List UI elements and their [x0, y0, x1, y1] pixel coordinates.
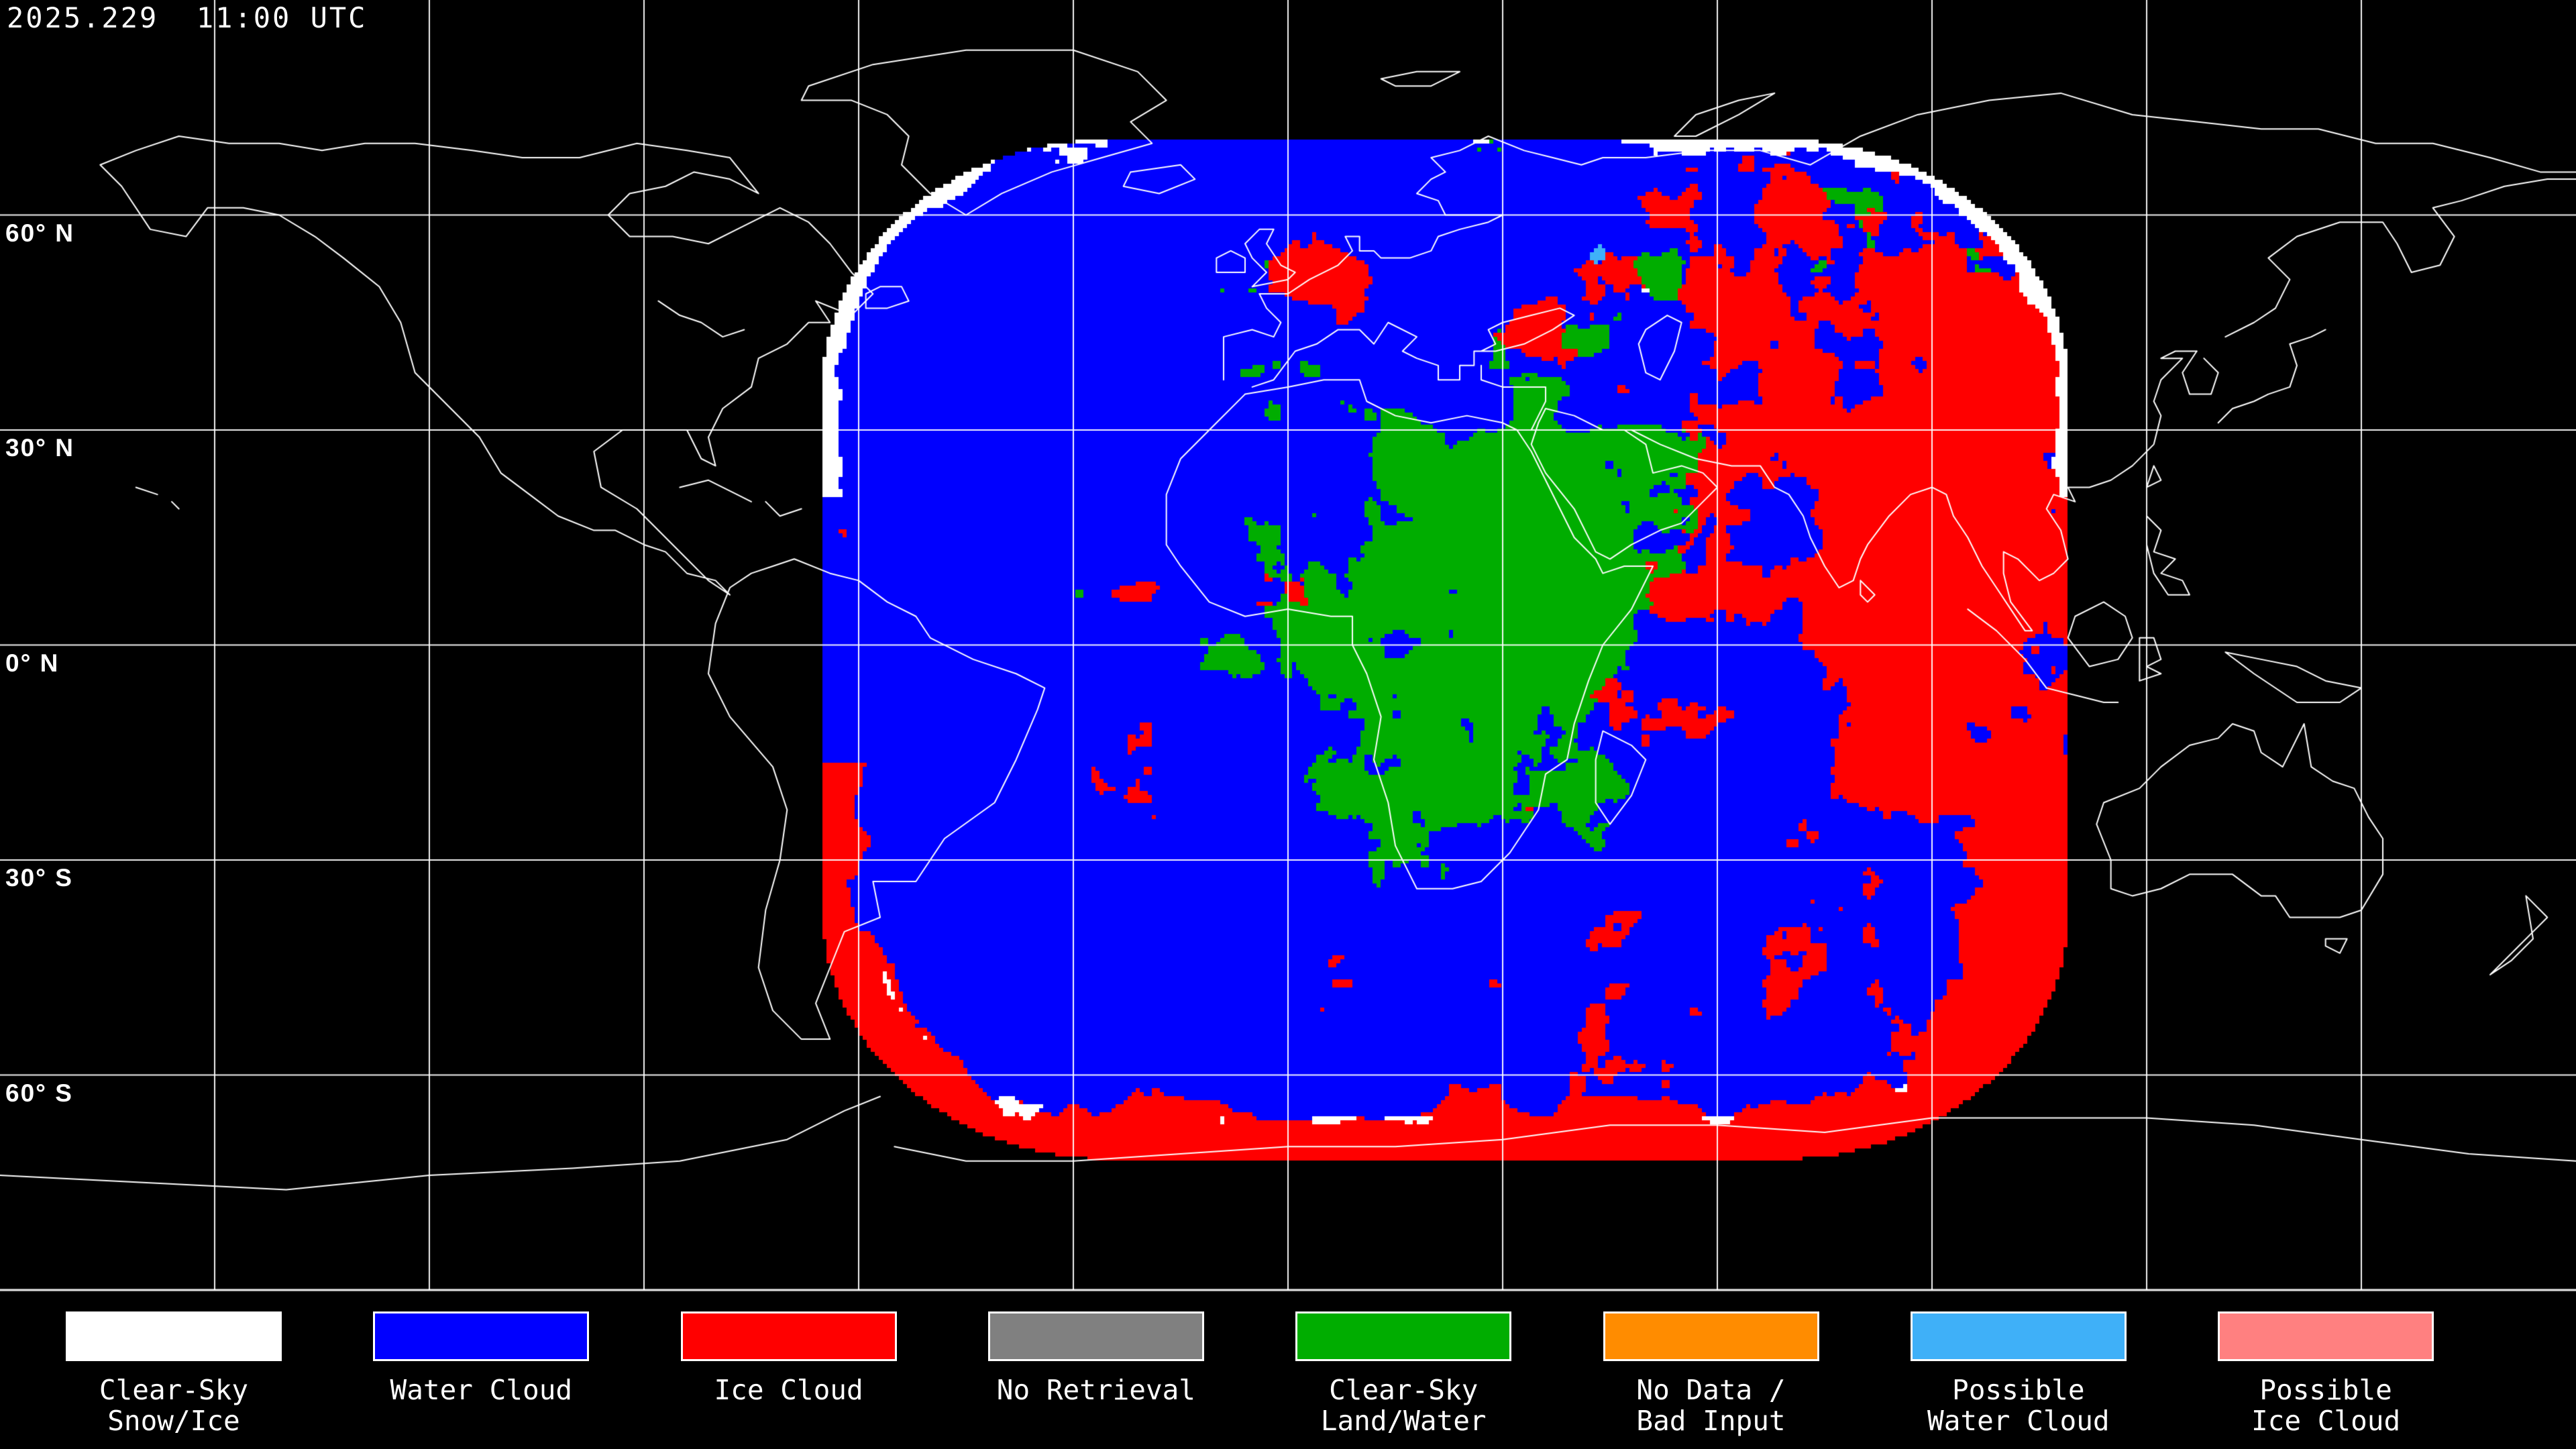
legend-label: Possible: [1952, 1374, 2085, 1406]
legend-label: No Retrieval: [996, 1374, 1195, 1406]
legend-swatch-possible-ice-cloud: [2218, 1311, 2434, 1361]
legend-label: Water Cloud: [1927, 1405, 2110, 1437]
legend-item-no-retrieval: No Retrieval: [952, 1311, 1240, 1436]
legend-item-clear-sky-snow-ice: Clear-Sky Snow/Ice: [30, 1311, 318, 1436]
legend-item-possible-ice-cloud: Possible Ice Cloud: [2182, 1311, 2470, 1436]
legend-label: Snow/Ice: [107, 1405, 240, 1437]
legend-label: Clear-Sky: [99, 1374, 249, 1406]
timestamp: 2025.229 11:00 UTC: [7, 1, 368, 34]
legend-label: Clear-Sky: [1329, 1374, 1479, 1406]
legend-label: Water Cloud: [390, 1374, 573, 1406]
lat-label-30n: 30° N: [5, 434, 74, 462]
legend-label: [952, 1405, 1240, 1436]
legend-swatch-possible-water-cloud: [1910, 1311, 2127, 1361]
legend-label: [337, 1405, 625, 1436]
lat-label-0n: 0° N: [5, 649, 60, 677]
legend-label: No Data /: [1636, 1374, 1786, 1406]
legend-item-clear-sky-land-water: Clear-Sky Land/Water: [1259, 1311, 1548, 1436]
legend-label: Bad Input: [1636, 1405, 1786, 1437]
legend-swatch-no-retrieval: [987, 1311, 1204, 1361]
legend-swatch-ice-cloud: [680, 1311, 897, 1361]
legend-item-water-cloud: Water Cloud: [337, 1311, 625, 1436]
legend-item-possible-water-cloud: Possible Water Cloud: [1874, 1311, 2163, 1436]
lat-label-30s: 30° S: [5, 864, 73, 892]
legend-label: Ice Cloud: [714, 1374, 863, 1406]
legend-label: Possible: [2259, 1374, 2392, 1406]
legend-swatch-clear-sky-snow-ice: [66, 1311, 282, 1361]
lat-label-60n: 60° N: [5, 219, 74, 247]
legend-swatch-no-data-bad-input: [1603, 1311, 1819, 1361]
legend: Clear-Sky Snow/Ice Water Cloud Ice Cloud…: [0, 1290, 2576, 1449]
legend-label: Land/Water: [1320, 1405, 1487, 1437]
lat-label-60s: 60° S: [5, 1079, 73, 1107]
legend-label: [645, 1405, 933, 1436]
legend-swatch-clear-sky-land-water: [1295, 1311, 1512, 1361]
legend-item-no-data-bad-input: No Data / Bad Input: [1567, 1311, 1856, 1436]
legend-swatch-water-cloud: [373, 1311, 590, 1361]
legend-label: Ice Cloud: [2251, 1405, 2401, 1437]
legend-item-ice-cloud: Ice Cloud: [645, 1311, 933, 1436]
